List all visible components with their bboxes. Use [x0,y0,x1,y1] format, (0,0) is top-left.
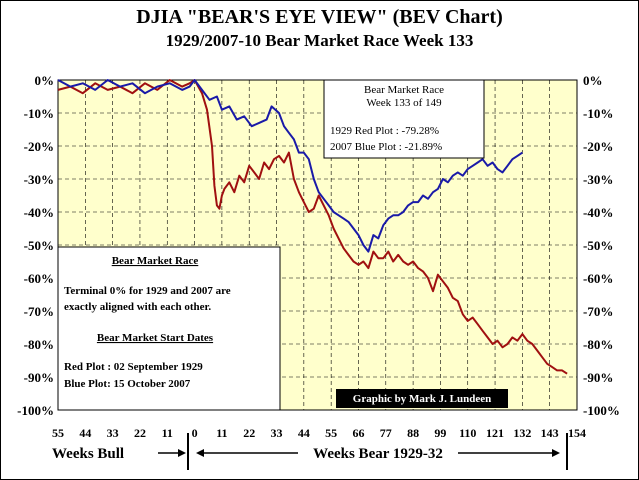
info-red-label: 1929 Red Plot : -79.28% [330,125,439,137]
notes-heading-2: Bear Market Start Dates [97,332,214,344]
y-tick-label-right: -40% [583,205,613,220]
y-tick-label-right: -100% [583,403,620,418]
series-group [57,79,568,375]
y-tick-label-left: -40% [24,205,54,220]
x-tick-label: 22 [134,426,146,440]
x-tick-label: 11 [162,426,173,440]
bear-arrow-head-right [552,449,560,457]
bull-arrow-head [178,449,186,457]
credit-box: Graphic by Mark J. Lundeen [336,389,508,408]
x-tick-label: 66 [352,426,364,440]
y-tick-label-left: -10% [24,106,54,121]
y-axis-right: 0% -10% -20% -30% -40% -50% -60% -70% -80% -90% -1… [583,73,620,418]
y-tick-label-left: -30% [24,172,54,187]
x-tick-label: 143 [541,426,559,440]
chart-title: DJIA "BEAR'S EYE VIEW" (BEV Chart) [136,6,503,28]
y-tick-label-left: -80% [24,337,54,352]
info-title-line1: Bear Market Race [364,84,444,96]
weeks-bear-label: Weeks Bear 1929-32 [313,446,443,462]
notes-blue-date: Blue Plot: 15 October 2007 [64,378,191,390]
credit-text: Graphic by Mark J. Lundeen [353,393,491,405]
y-tick-label-right: -50% [583,238,613,253]
info-title-line2: Week 133 of 149 [366,97,442,109]
notes-heading-1: Bear Market Race [112,255,199,267]
x-tick-label: 44 [298,426,310,440]
series-red-1929 [57,79,568,375]
x-tick-label: 44 [79,426,91,440]
x-tick-label: 33 [271,426,283,440]
y-tick-label-right: -30% [583,172,613,187]
notes-box: Bear Market Race Terminal 0% for 1929 an… [57,246,281,411]
x-tick-label: 110 [459,426,476,440]
series-blue-2007 [57,79,523,253]
x-tick-label: 132 [513,426,531,440]
y-tick-label-left: -60% [24,271,54,286]
x-tick-label: 11 [216,426,227,440]
y-tick-label-right: 0% [583,73,603,88]
weeks-bull-label: Weeks Bull [52,446,124,462]
info-box: Bear Market Race Week 133 of 149 1929 Re… [323,79,485,159]
x-tick-label: 55 [325,426,337,440]
y-tick-label-right: -10% [583,106,613,121]
x-tick-label: 154 [568,426,586,440]
chart-subtitle: 1929/2007-10 Bear Market Race Week 133 [165,31,474,50]
x-tick-label: 0 [192,426,198,440]
x-tick-label: 55 [52,426,64,440]
y-tick-label-left: -90% [24,370,54,385]
x-tick-label: 99 [434,426,446,440]
notes-red-date: Red Plot : 02 September 1929 [64,361,203,373]
notes-text-line1: Terminal 0% for 1929 and 2007 are [64,285,231,297]
y-tick-label-left: -20% [24,139,54,154]
y-tick-label-right: -90% [583,370,613,385]
y-tick-label-left: -50% [24,238,54,253]
bear-arrow-head-left [196,449,204,457]
notes-text-line2: exactly aligned with each other. [64,301,211,313]
x-tick-label: 88 [407,426,419,440]
y-tick-label-right: -70% [583,304,613,319]
x-tick-label: 77 [380,426,392,440]
y-axis-left: 0% -10% -20% -30% -40% -50% -60% -70% -80% -90% -1… [17,73,54,418]
y-tick-label-left: -70% [24,304,54,319]
y-tick-label-left: -100% [17,403,54,418]
x-axis: 55 44 33 22 11 0 11 22 33 44 55 66 77 88 99 110 121 132 14… [52,426,586,440]
y-tick-label-left: 0% [35,73,55,88]
x-tick-label: 121 [486,426,504,440]
y-tick-label-right: -80% [583,337,613,352]
x-tick-label: 22 [243,426,255,440]
x-tick-label: 33 [107,426,119,440]
bottom-labels: Weeks Bull Weeks Bear 1929-32 [52,433,568,470]
info-blue-label: 2007 Blue Plot : -21.89% [330,141,442,153]
y-tick-label-right: -60% [583,271,613,286]
y-tick-label-right: -20% [583,139,613,154]
